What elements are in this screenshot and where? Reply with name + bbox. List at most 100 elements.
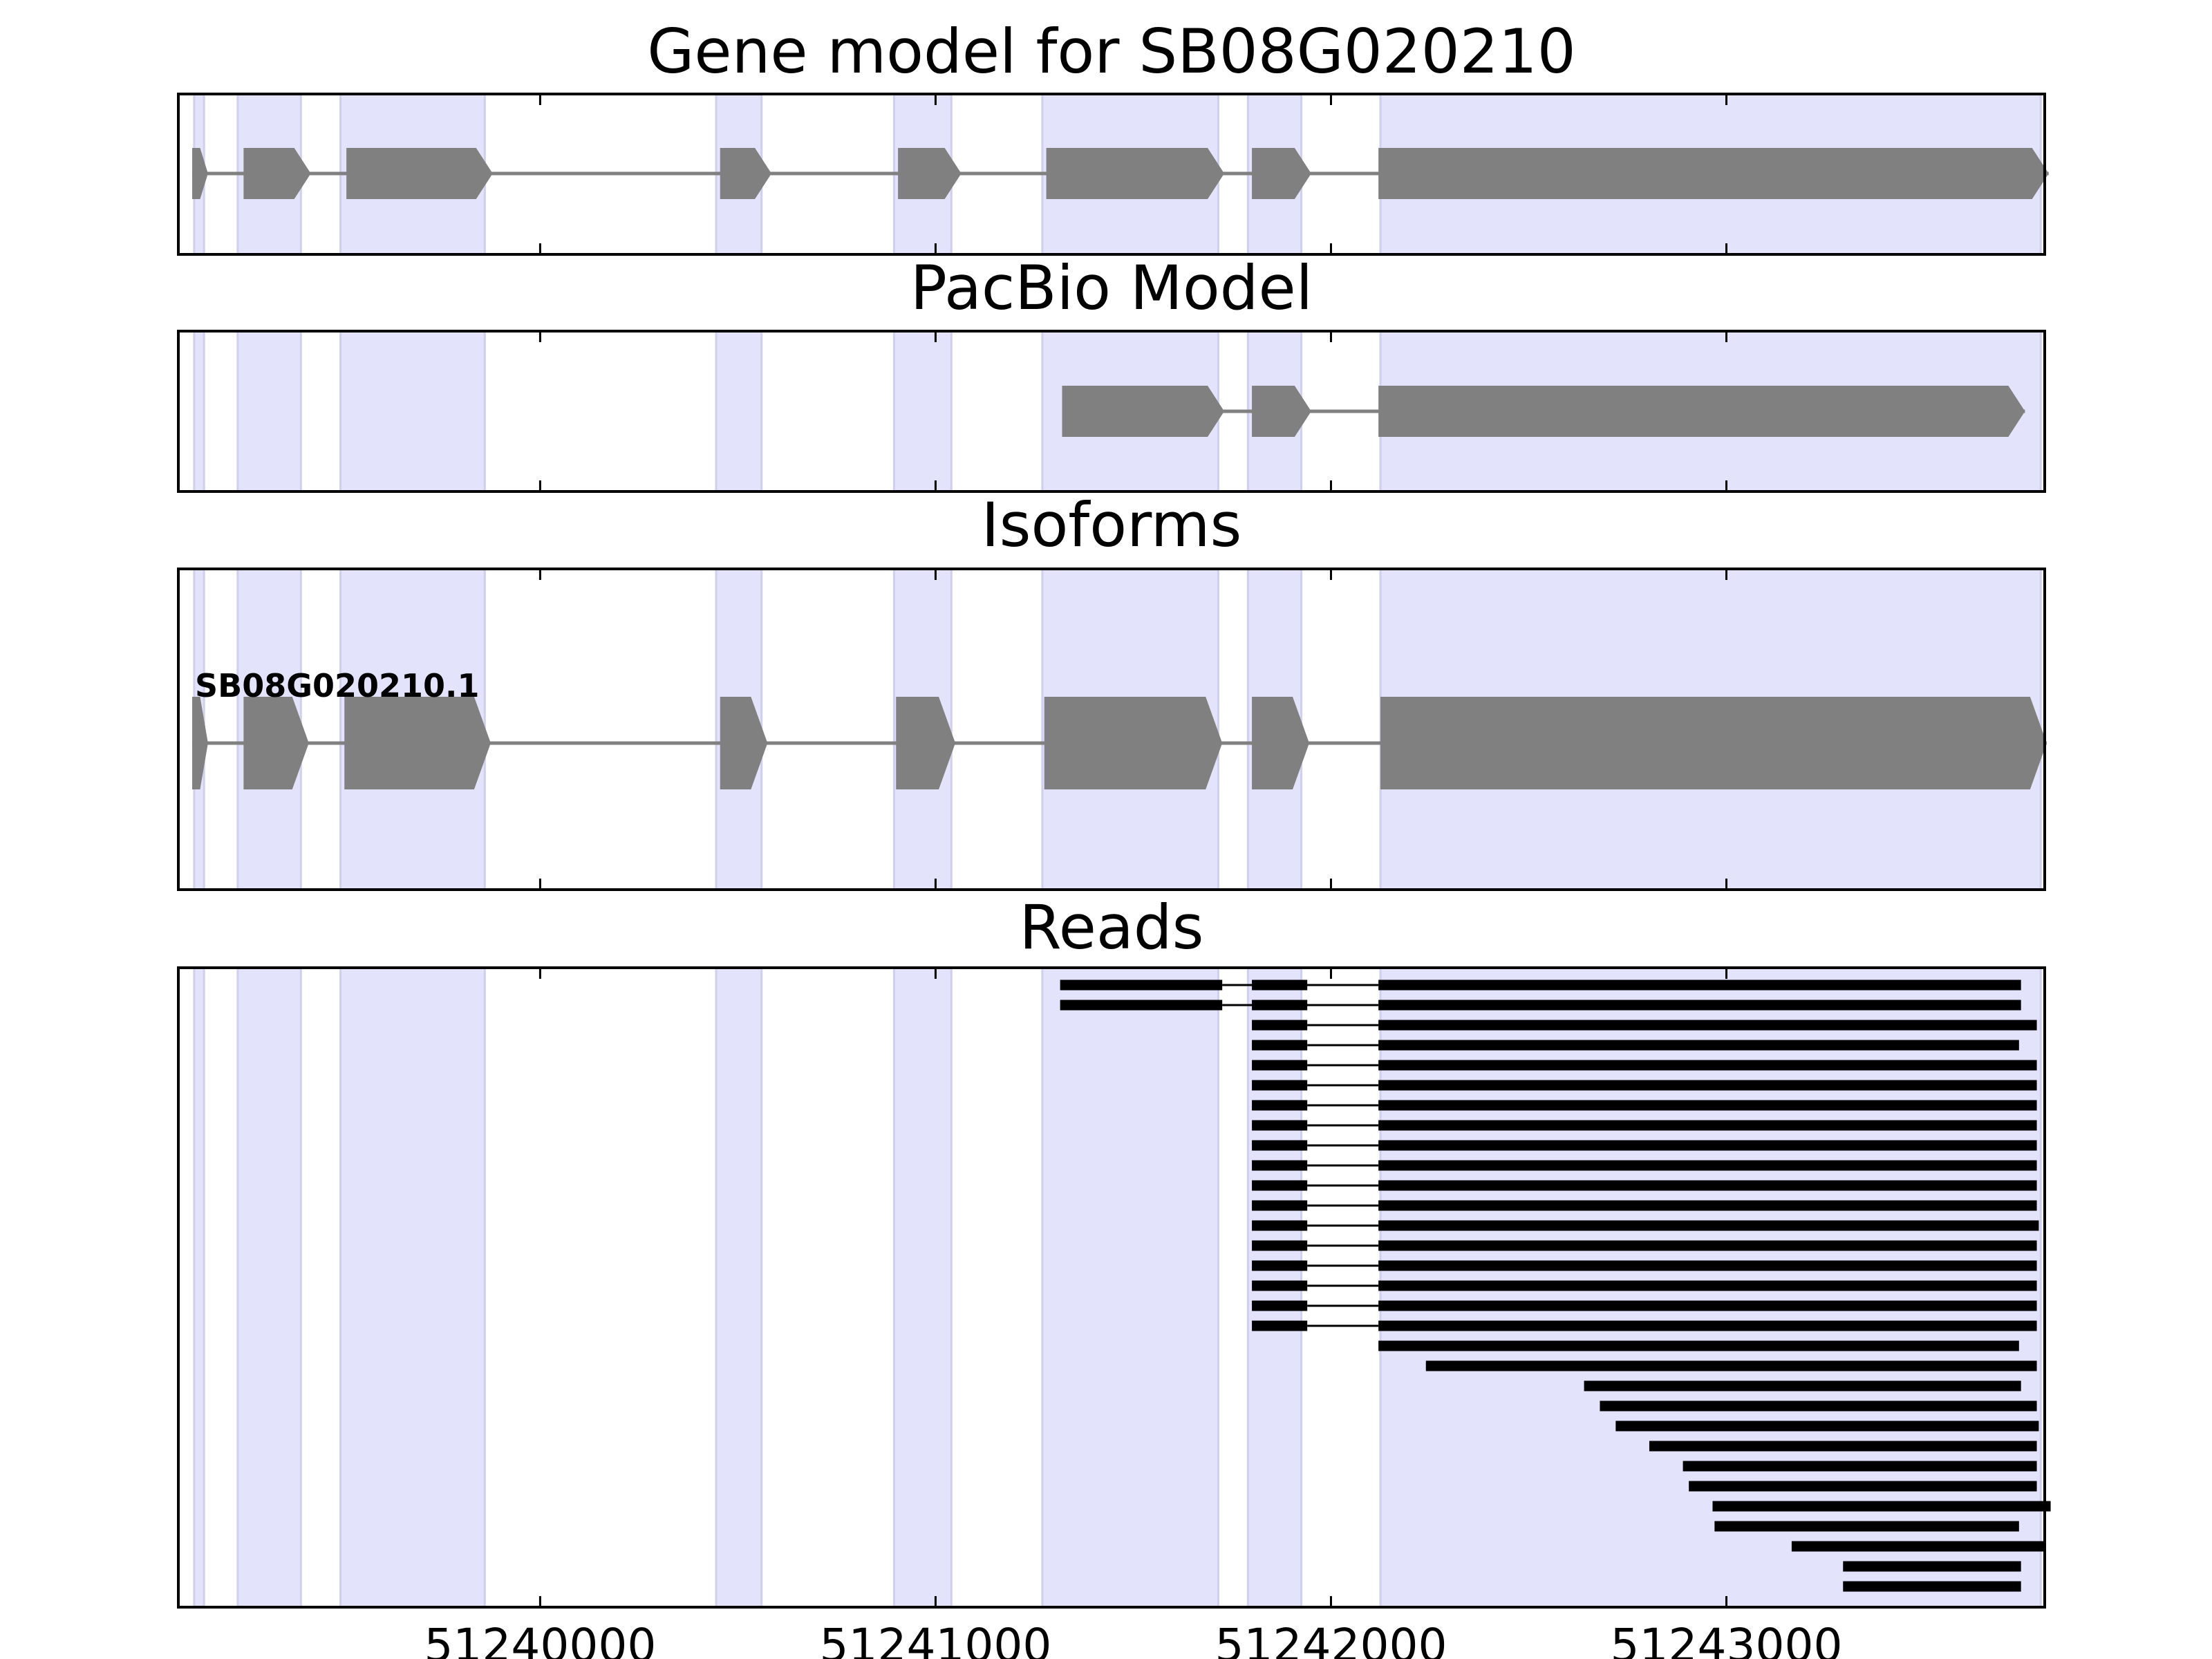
axes-frame [177,330,2046,493]
exon-highlight [236,330,302,493]
read-block [1843,1581,2021,1592]
read [1252,1060,2037,1071]
read-block [1378,1100,2037,1111]
exon-highlight [236,966,302,1609]
read-block [1683,1461,2037,1472]
read [1252,1040,2019,1051]
read [1600,1400,2037,1412]
panel-title: Reads [1020,892,1204,963]
read-block [1378,1060,2037,1071]
exon-feature [1044,697,1223,789]
read-block [1378,1080,2037,1091]
read-block [1843,1561,2021,1572]
exon-feature [1252,697,1310,789]
exon-feature [344,697,491,789]
read [1252,1260,2037,1271]
read-block [1378,1340,2019,1351]
read [1252,1240,2037,1251]
read [1252,1100,2037,1111]
exon-highlight [892,966,953,1609]
read-block [1252,1160,1308,1171]
read [1843,1581,2021,1592]
exon-feature [1378,386,2025,437]
read-block [1378,1180,2037,1191]
read-block [1714,1521,2019,1532]
read [1252,1160,2037,1171]
read-block [1060,1000,1223,1011]
read-block [1060,980,1223,991]
exon-feature [1062,386,1225,437]
isoform-label: SB08G020210.1 [195,667,479,704]
axes-frame [177,966,2046,1609]
panel-title: Gene model for SB08G020210 [647,16,1576,87]
read [1252,1180,2037,1191]
read-block [1425,1360,2037,1371]
axes-frame [177,93,2046,256]
read-block [1252,1080,1308,1091]
panel-4: Reads [177,892,2051,1609]
exon-highlight [193,330,205,493]
read [1252,1280,2037,1291]
read-block [1252,1320,1308,1331]
read-block [1378,1280,2037,1291]
read [1378,1340,2019,1351]
panel-title: Isoforms [982,489,1242,561]
exon-feature [192,697,208,789]
read-block [1252,1040,1308,1051]
read-block [1252,1200,1308,1211]
read [1584,1380,2021,1391]
read-block [1252,1180,1308,1191]
read-block [1252,1120,1308,1131]
read [1843,1561,2021,1572]
read-block [1378,1300,2037,1311]
read-block [1252,1020,1308,1031]
read [1252,1020,2037,1031]
read-block [1378,1160,2037,1171]
read [1060,1000,2021,1011]
read [1060,980,2021,991]
read-block [1378,1200,2037,1211]
exon-feature [243,148,311,199]
read-block [1378,1240,2037,1251]
panel-3: Isoforms SB08G020210.1 [177,489,2047,891]
read-block [1252,1060,1308,1071]
exon-feature [1378,148,2049,199]
exon-feature [1380,697,2047,789]
exon-feature [243,697,309,789]
read-block [1712,1501,2051,1512]
read-block [1252,1220,1308,1231]
read [1252,1220,2039,1231]
exon-highlight [339,966,486,1609]
read [1714,1521,2019,1532]
read-block [1378,1000,2021,1011]
read [1425,1360,2037,1371]
exon-highlight [339,330,486,493]
read-block [1252,1280,1308,1291]
read-block [1252,1100,1308,1111]
read-block [1689,1481,2037,1492]
exon-feature [898,148,962,199]
exon-highlight [715,330,763,493]
read [1252,1080,2037,1091]
x-tick-label: 51242000 [1215,1619,1447,1659]
read-block [1252,980,1308,991]
read [1712,1501,2051,1512]
read-block [1252,1140,1308,1151]
read-block [1378,1260,2037,1271]
read [1791,1541,2045,1552]
exon-feature [1046,148,1225,199]
read-block [1649,1441,2037,1452]
read-block [1791,1541,2045,1552]
read-block [1252,1000,1308,1011]
read [1689,1481,2037,1492]
read [1649,1441,2037,1452]
read-block [1378,1020,2037,1031]
exon-feature [192,148,208,199]
read [1252,1140,2037,1151]
read-block [1615,1421,2039,1432]
read [1683,1461,2037,1472]
x-tick-label: 51240000 [424,1619,656,1659]
read-block [1378,1140,2037,1151]
panel-1: Gene model for SB08G020210 [177,16,2049,256]
